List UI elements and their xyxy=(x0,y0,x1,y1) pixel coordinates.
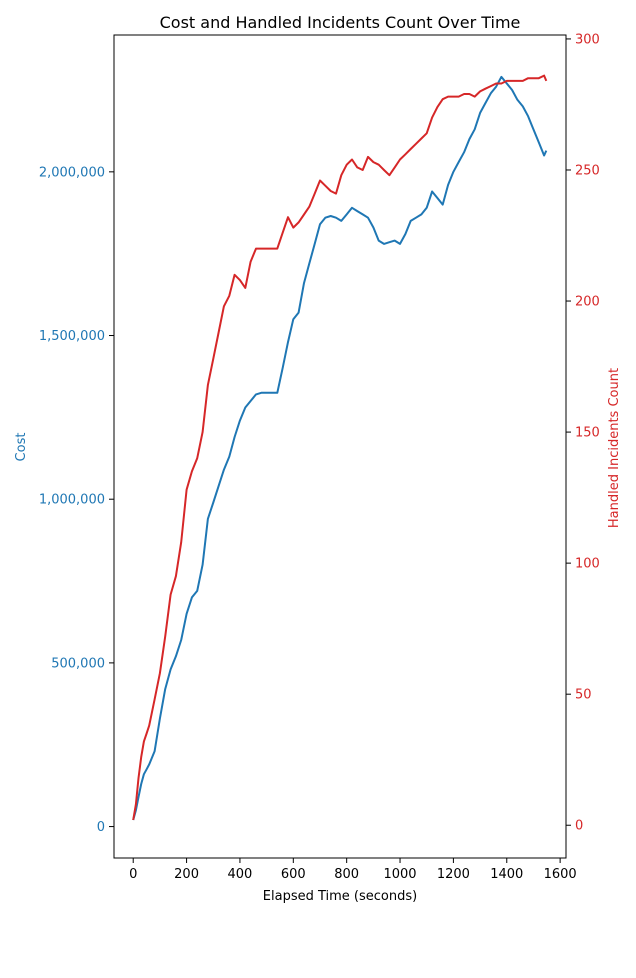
y-left-axis-label: Cost xyxy=(14,433,29,462)
y-right-tick-label: 0 xyxy=(575,819,583,834)
x-tick-label: 1400 xyxy=(490,867,523,882)
chart-title: Cost and Handled Incidents Count Over Ti… xyxy=(160,13,521,32)
x-tick-label: 600 xyxy=(281,867,306,882)
y-left-tick-label: 1,500,000 xyxy=(39,329,105,344)
y-right-tick-label: 50 xyxy=(575,688,592,703)
x-tick-label: 400 xyxy=(228,867,253,882)
x-tick-label: 1600 xyxy=(544,867,577,882)
x-tick-label: 200 xyxy=(174,867,199,882)
x-axis-ticks: 0 200 400 600 800 1000 1200 1400 1600 xyxy=(129,858,577,882)
series-handled-incidents-line xyxy=(132,74,548,821)
plot-area xyxy=(132,74,548,821)
x-tick-label: 1000 xyxy=(383,867,416,882)
x-tick-label: 0 xyxy=(129,867,137,882)
y-left-tick-label: 1,000,000 xyxy=(39,493,105,508)
x-axis-label: Elapsed Time (seconds) xyxy=(263,889,417,904)
x-tick-label: 1200 xyxy=(437,867,470,882)
y-right-axis-ticks: 0 50 100 150 200 250 300 xyxy=(566,32,600,834)
x-tick-label: 800 xyxy=(334,867,359,882)
y-left-tick-label: 0 xyxy=(97,820,105,835)
y-right-tick-label: 100 xyxy=(575,557,600,572)
y-right-tick-label: 150 xyxy=(575,426,600,441)
y-left-tick-label: 500,000 xyxy=(51,656,105,671)
series-cost-line xyxy=(132,75,548,821)
plot-frame xyxy=(113,34,567,859)
y-right-tick-label: 300 xyxy=(575,32,600,47)
y-right-tick-label: 200 xyxy=(575,295,600,310)
y-left-tick-label: 2,000,000 xyxy=(39,165,105,180)
y-right-tick-label: 250 xyxy=(575,163,600,178)
y-left-axis-ticks: 0 500,000 1,000,000 1,500,000 2,000,000 xyxy=(39,165,114,835)
y-right-axis-label: Handled Incidents Count xyxy=(607,368,622,528)
